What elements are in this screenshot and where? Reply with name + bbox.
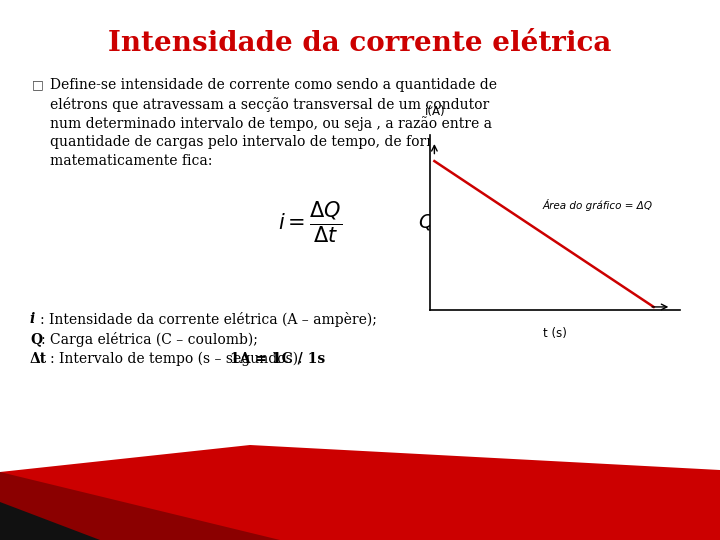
Text: i: i <box>30 312 35 326</box>
Text: Define-se intensidade de corrente como sendo a quantidade de: Define-se intensidade de corrente como s… <box>50 78 497 92</box>
Text: : Intensidade da corrente elétrica (A – ampère);: : Intensidade da corrente elétrica (A – … <box>40 312 377 327</box>
Text: □: □ <box>32 78 44 91</box>
Polygon shape <box>0 502 100 540</box>
Text: quantidade de cargas pelo intervalo de tempo, de forma que: quantidade de cargas pelo intervalo de t… <box>50 135 479 149</box>
Text: elétrons que atravessam a secção transversal de um condutor: elétrons que atravessam a secção transve… <box>50 97 490 112</box>
Text: $Q = ne$: $Q = ne$ <box>418 212 482 232</box>
Text: 1A = 1C / 1s: 1A = 1C / 1s <box>230 352 325 366</box>
Text: : Intervalo de tempo (s – segundos).: : Intervalo de tempo (s – segundos). <box>50 352 302 367</box>
Text: Área do gráfico = ΔQ: Área do gráfico = ΔQ <box>542 199 652 211</box>
Text: t (s): t (s) <box>543 327 567 341</box>
Text: matematicamente fica:: matematicamente fica: <box>50 154 212 168</box>
Text: i(A): i(A) <box>425 105 446 118</box>
Text: : Carga elétrica (C – coulomb);: : Carga elétrica (C – coulomb); <box>41 332 258 347</box>
Polygon shape <box>0 445 720 540</box>
Text: Q: Q <box>30 332 42 346</box>
Text: $i = \dfrac{\Delta Q}{\Delta t}$: $i = \dfrac{\Delta Q}{\Delta t}$ <box>278 199 342 245</box>
Text: num determinado intervalo de tempo, ou seja , a razão entre a: num determinado intervalo de tempo, ou s… <box>50 116 492 131</box>
Text: $i = \dfrac{n.e}{\Delta t}$: $i = \dfrac{n.e}{\Delta t}$ <box>555 202 625 241</box>
Text: Δt: Δt <box>30 352 47 366</box>
Polygon shape <box>0 472 280 540</box>
Text: Intensidade da corrente elétrica: Intensidade da corrente elétrica <box>108 30 612 57</box>
